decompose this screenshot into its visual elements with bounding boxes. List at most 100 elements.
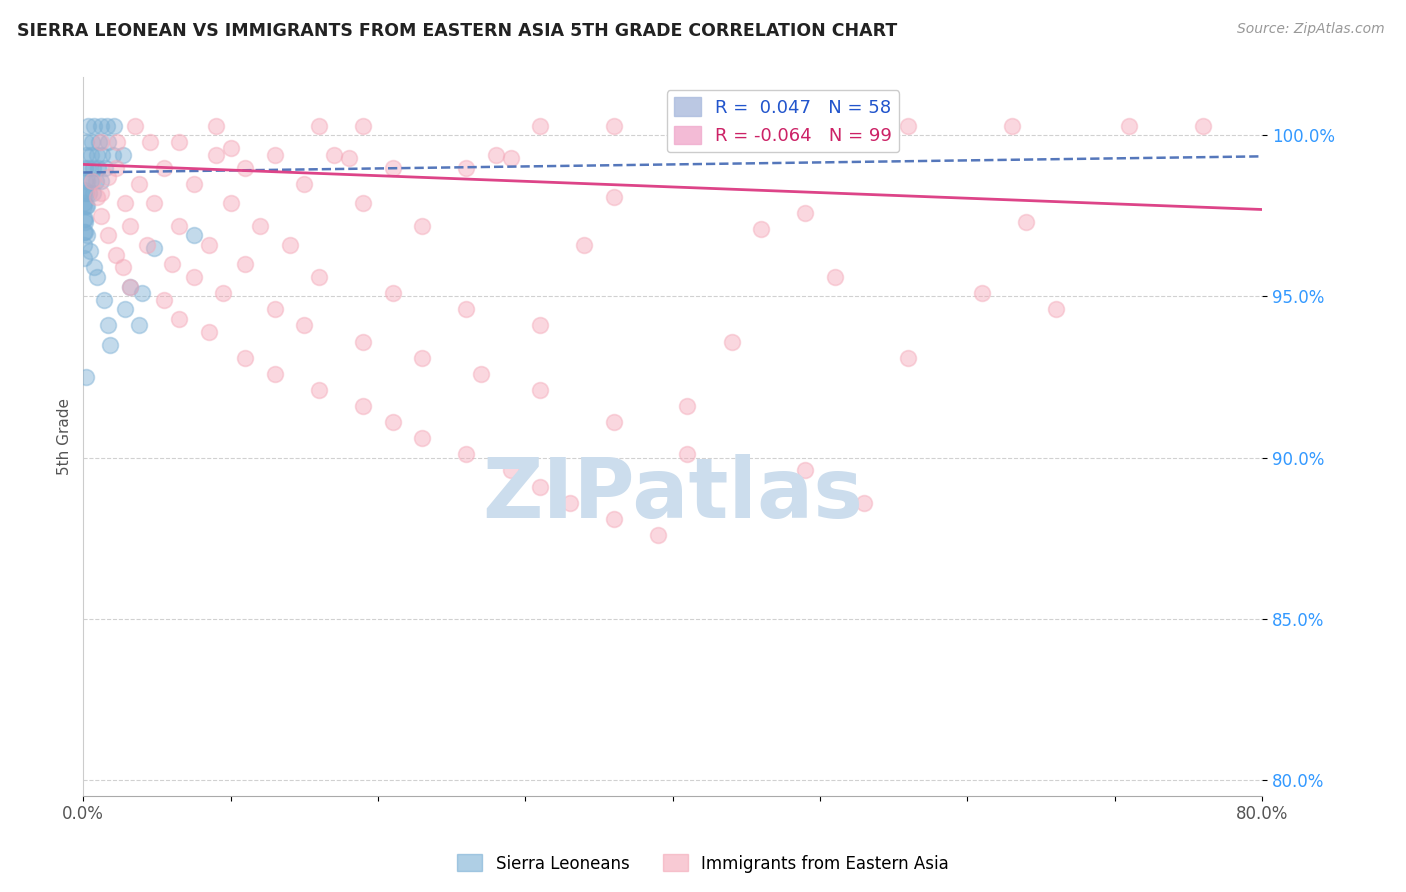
Point: [456, 447, 478, 461]
Point: [89, 135, 111, 149]
Point: [352, 119, 374, 133]
Point: [897, 119, 920, 133]
Point: [77, 161, 100, 175]
Point: [73, 212, 96, 227]
Point: [86, 147, 108, 161]
Point: [83, 260, 105, 275]
Point: [183, 228, 205, 243]
Point: [794, 463, 817, 477]
Point: [308, 383, 330, 397]
Point: [1045, 302, 1067, 317]
Point: [97, 135, 120, 149]
Text: ZIPatlas: ZIPatlas: [482, 453, 863, 534]
Point: [308, 119, 330, 133]
Point: [897, 351, 920, 365]
Point: [183, 177, 205, 191]
Point: [94, 161, 117, 175]
Point: [499, 463, 522, 477]
Point: [104, 247, 127, 261]
Point: [676, 399, 699, 413]
Point: [676, 447, 699, 461]
Point: [411, 219, 433, 233]
Point: [381, 415, 404, 429]
Point: [205, 119, 228, 133]
Point: [97, 318, 120, 333]
Point: [352, 334, 374, 349]
Point: [470, 367, 492, 381]
Point: [73, 225, 96, 239]
Point: [219, 141, 242, 155]
Point: [86, 189, 108, 203]
Point: [76, 173, 98, 187]
Point: [76, 119, 98, 133]
Point: [603, 512, 626, 526]
Point: [73, 196, 96, 211]
Point: [456, 161, 478, 175]
Point: [97, 228, 120, 243]
Point: [104, 161, 127, 175]
Point: [824, 270, 846, 285]
Point: [249, 219, 271, 233]
Point: [76, 228, 98, 243]
Point: [167, 312, 190, 326]
Point: [167, 219, 190, 233]
Point: [93, 293, 115, 307]
Point: [706, 119, 728, 133]
Point: [124, 119, 146, 133]
Point: [82, 186, 104, 201]
Point: [263, 302, 285, 317]
Point: [90, 209, 112, 223]
Point: [97, 170, 120, 185]
Point: [143, 196, 166, 211]
Point: [720, 334, 742, 349]
Point: [76, 199, 98, 213]
Point: [103, 119, 125, 133]
Point: [235, 161, 257, 175]
Point: [138, 135, 160, 149]
Point: [96, 119, 118, 133]
Point: [131, 286, 153, 301]
Point: [153, 161, 176, 175]
Point: [603, 119, 626, 133]
Point: [77, 186, 100, 201]
Point: [235, 257, 257, 271]
Point: [1015, 215, 1038, 229]
Point: [337, 151, 360, 165]
Point: [73, 251, 96, 265]
Point: [114, 302, 136, 317]
Point: [75, 147, 97, 161]
Point: [128, 177, 150, 191]
Point: [603, 415, 626, 429]
Point: [112, 260, 135, 275]
Point: [352, 196, 374, 211]
Point: [456, 302, 478, 317]
Point: [105, 135, 128, 149]
Point: [853, 495, 876, 509]
Point: [411, 431, 433, 445]
Point: [73, 215, 96, 229]
Point: [73, 161, 96, 175]
Point: [197, 325, 219, 339]
Text: Source: ZipAtlas.com: Source: ZipAtlas.com: [1237, 22, 1385, 37]
Point: [90, 173, 112, 187]
Point: [197, 238, 219, 252]
Point: [90, 119, 112, 133]
Point: [647, 528, 669, 542]
Point: [529, 318, 551, 333]
Point: [79, 147, 101, 161]
Point: [308, 270, 330, 285]
Point: [82, 135, 104, 149]
Point: [114, 196, 136, 211]
Point: [205, 147, 228, 161]
Point: [75, 186, 97, 201]
Point: [120, 219, 142, 233]
Point: [160, 257, 183, 271]
Point: [73, 238, 96, 252]
Point: [82, 173, 104, 187]
Point: [120, 280, 142, 294]
Point: [970, 286, 993, 301]
Point: [98, 338, 121, 352]
Point: [212, 286, 235, 301]
Point: [73, 225, 96, 239]
Point: [292, 318, 315, 333]
